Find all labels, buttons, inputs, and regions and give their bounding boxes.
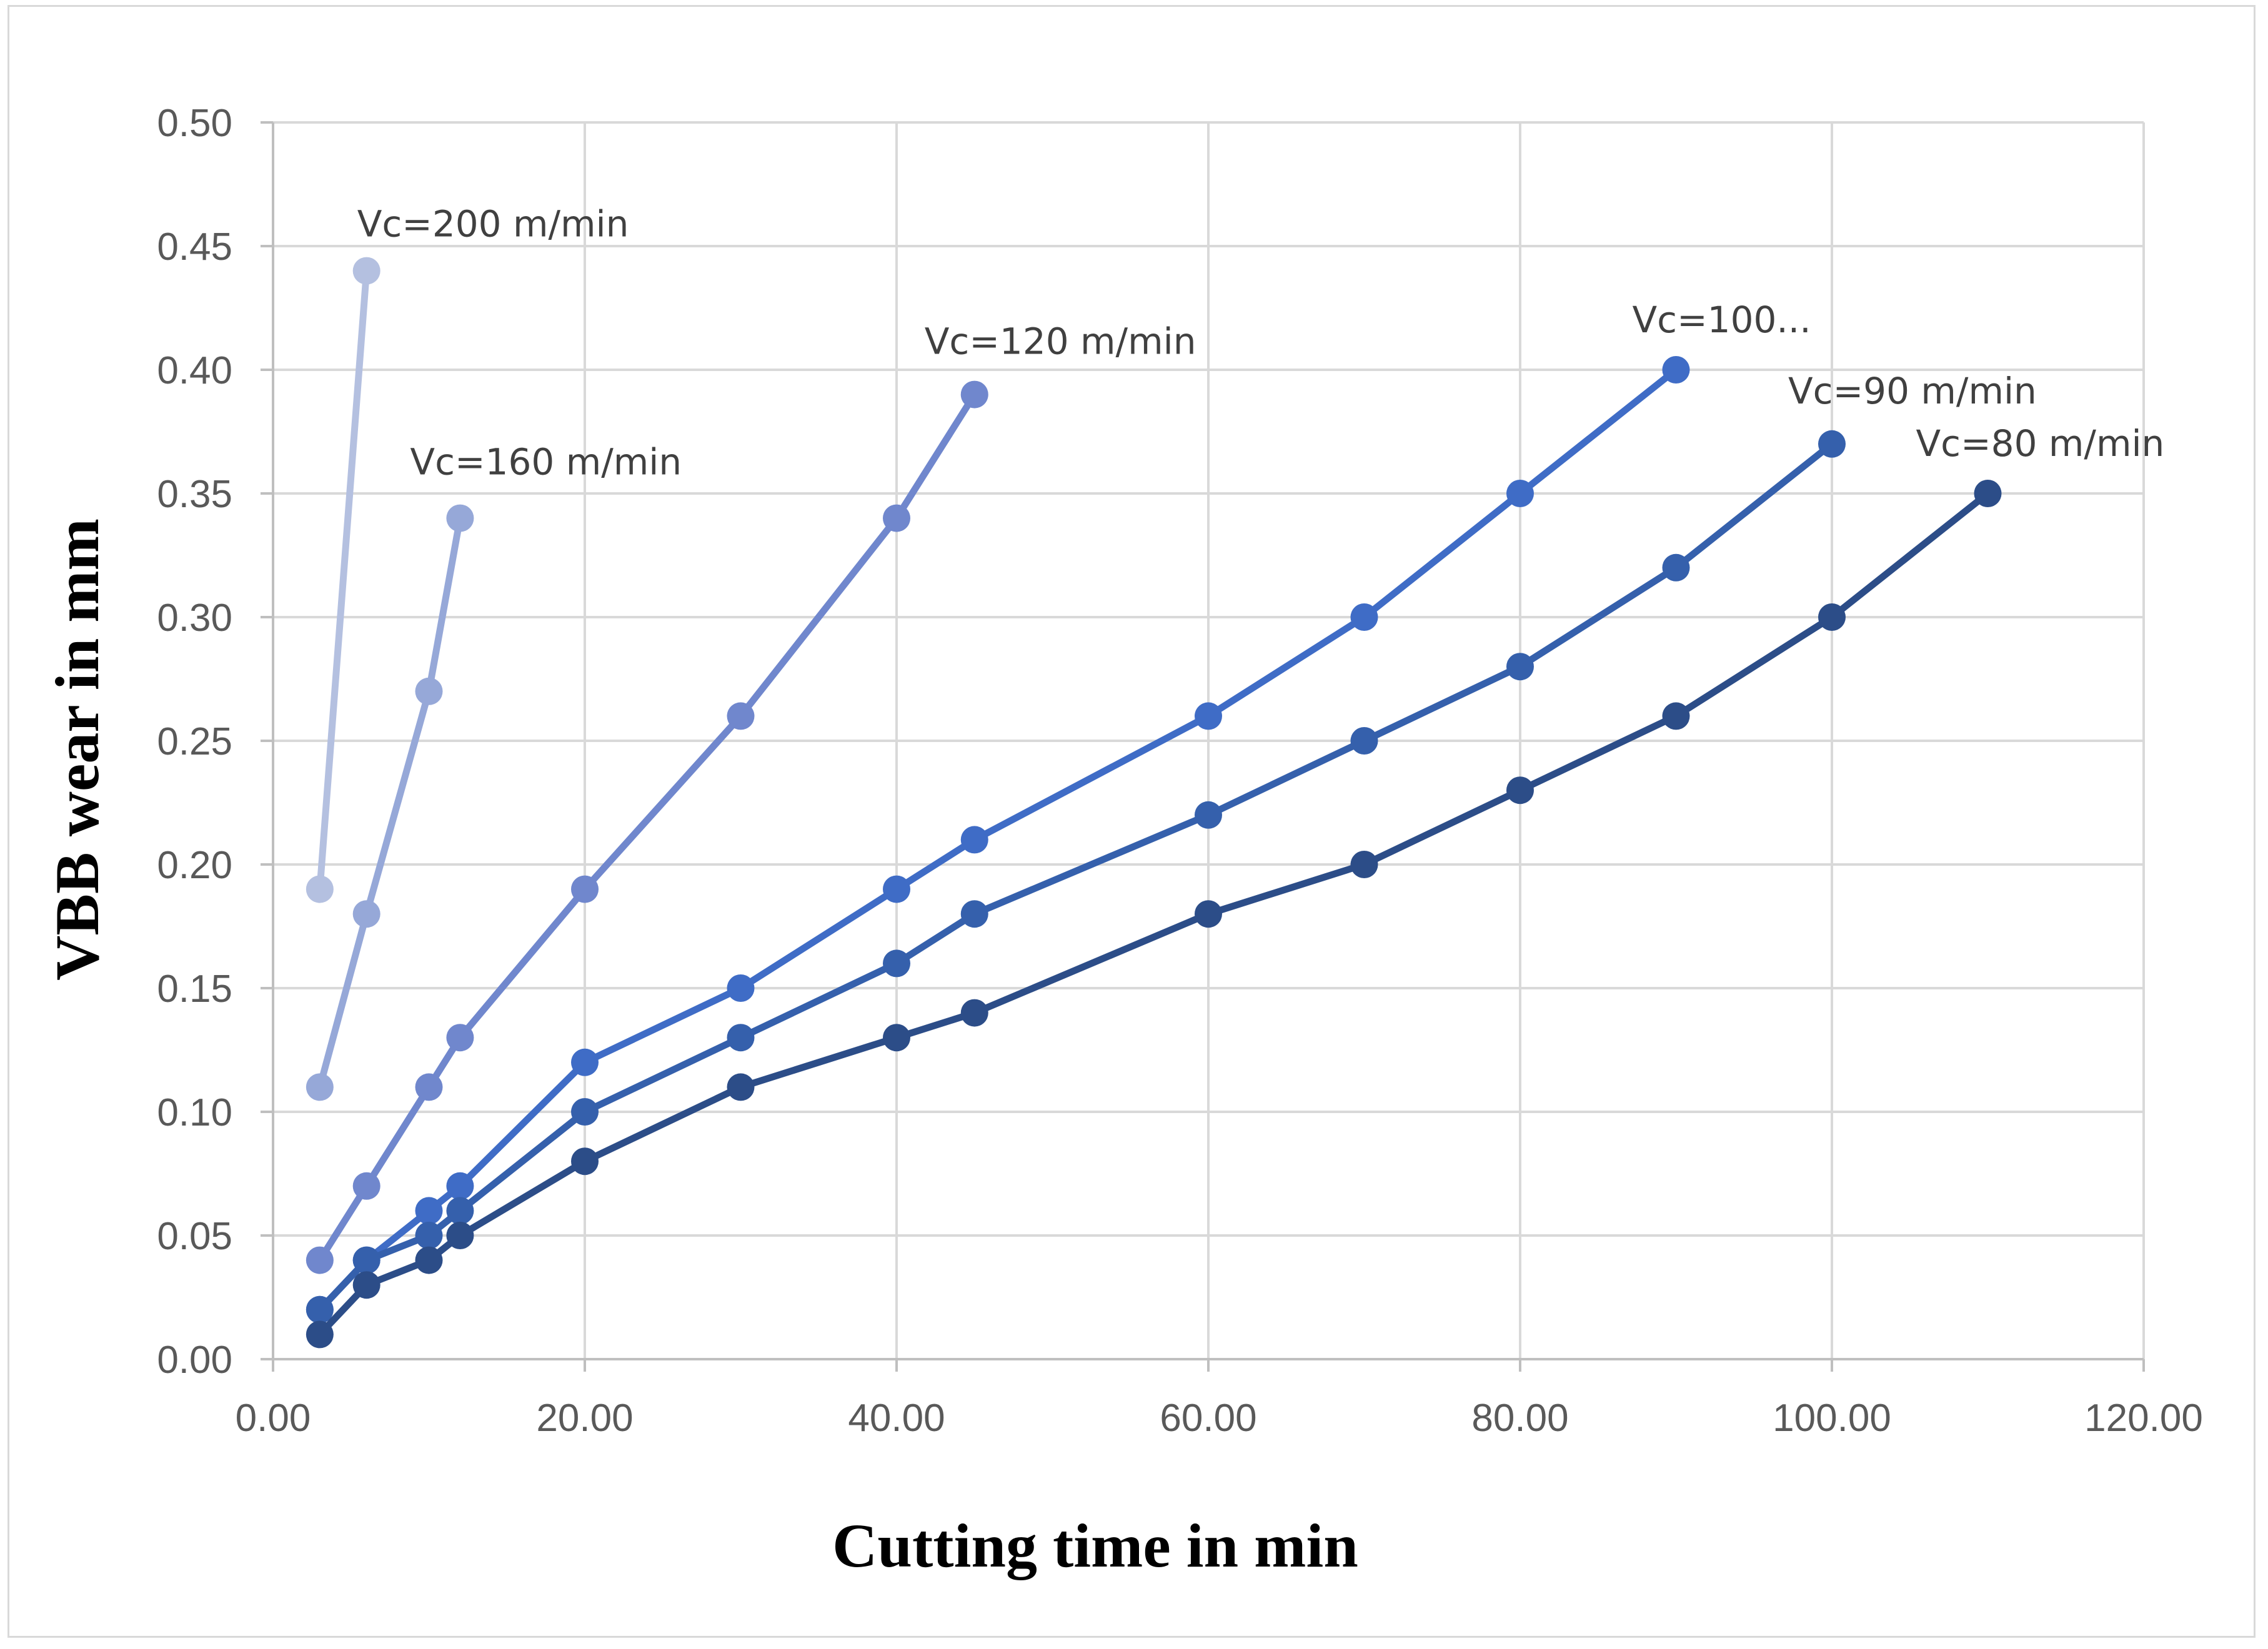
data-point xyxy=(1506,776,1534,805)
data-point xyxy=(446,1172,474,1200)
data-point xyxy=(1195,702,1222,730)
data-point xyxy=(352,1246,380,1274)
x-tick-label: 20.00 xyxy=(536,1397,633,1440)
data-point xyxy=(960,380,988,409)
data-point xyxy=(883,949,910,978)
data-point xyxy=(306,1320,334,1349)
data-point xyxy=(415,1246,443,1274)
data-point xyxy=(727,974,755,1002)
data-point xyxy=(352,900,380,928)
data-point xyxy=(1506,480,1534,507)
y-tick-label: 0.15 xyxy=(157,968,232,1011)
data-point xyxy=(960,900,988,928)
data-point xyxy=(306,1073,334,1101)
data-point xyxy=(415,677,443,705)
series-labels: Vc=200 m/min Vc=160 m/min Vc=120 m/min Vc=1… xyxy=(357,203,2165,483)
series-1 xyxy=(306,257,380,903)
series-3 xyxy=(306,380,988,1274)
series-line xyxy=(316,490,1991,1338)
data-point xyxy=(446,504,474,532)
gridlines xyxy=(273,121,2145,1359)
x-tick-label: 40.00 xyxy=(848,1397,945,1440)
y-tick-label: 0.40 xyxy=(157,349,232,392)
data-point xyxy=(1350,727,1378,755)
data-point xyxy=(446,1197,474,1225)
data-point xyxy=(1662,702,1690,730)
x-axis-title: Cutting time in min xyxy=(832,1511,1358,1580)
data-point xyxy=(883,504,910,532)
data-point xyxy=(1818,603,1846,631)
x-tick-label: 80.00 xyxy=(1471,1397,1568,1440)
series-label: Vc=90 m/min xyxy=(1788,370,2037,412)
series-label: Vc=200 m/min xyxy=(357,203,629,245)
data-point xyxy=(883,1024,910,1052)
y-tick-label: 0.00 xyxy=(157,1339,232,1382)
x-tick-label: 0.00 xyxy=(236,1397,311,1440)
data-point xyxy=(727,702,755,730)
data-point xyxy=(352,257,380,285)
y-tick-label: 0.25 xyxy=(157,720,232,763)
series-line xyxy=(316,440,1836,1314)
x-tick-label: 120.00 xyxy=(2084,1397,2203,1440)
y-tick-label: 0.05 xyxy=(157,1215,232,1258)
data-point xyxy=(571,1098,599,1126)
axes xyxy=(261,121,2145,1372)
tick-labels: 0.00 0.05 0.10 0.15 0.20 0.25 0.30 0.35 0.40 0.45… xyxy=(157,102,2202,1440)
series-label: Vc=80 m/min xyxy=(1916,422,2165,465)
data-point xyxy=(446,1024,474,1052)
y-tick-label: 0.50 xyxy=(157,102,232,145)
data-point xyxy=(415,1073,443,1101)
series-label: Vc=160 m/min xyxy=(410,441,682,483)
data-point xyxy=(1662,356,1690,384)
x-tick-label: 100.00 xyxy=(1773,1397,1891,1440)
data-point xyxy=(415,1197,443,1225)
data-point xyxy=(883,875,910,903)
y-tick-label: 0.20 xyxy=(157,844,232,887)
series-6 xyxy=(306,480,2002,1349)
series-line xyxy=(316,366,1679,1314)
data-point xyxy=(1818,430,1846,458)
y-tick-label: 0.30 xyxy=(157,597,232,640)
series-4 xyxy=(306,356,1690,1324)
y-axis-title: VBB wear in mm xyxy=(42,518,112,981)
series-label: Vc=100... xyxy=(1633,299,1811,341)
data-point xyxy=(306,1246,334,1274)
y-tick-label: 0.10 xyxy=(157,1091,232,1134)
data-point xyxy=(1350,603,1378,631)
data-point xyxy=(1974,480,2002,507)
chart-frame xyxy=(7,5,2256,1638)
series-2 xyxy=(306,504,474,1101)
data-point xyxy=(415,1222,443,1249)
data-point xyxy=(727,1024,755,1052)
data-point xyxy=(446,1222,474,1249)
x-tick-label: 60.00 xyxy=(1160,1397,1256,1440)
series-5 xyxy=(306,430,1846,1324)
data-point xyxy=(571,1048,599,1076)
y-tick-label: 0.35 xyxy=(157,473,232,516)
series-label: Vc=120 m/min xyxy=(925,320,1196,363)
series-group xyxy=(306,257,2002,1349)
data-point xyxy=(1350,851,1378,878)
y-tick-label: 0.45 xyxy=(157,225,232,269)
data-point xyxy=(960,826,988,854)
data-point xyxy=(352,1172,380,1200)
data-point xyxy=(306,1295,334,1324)
data-point xyxy=(1506,653,1534,681)
data-point xyxy=(571,1147,599,1176)
data-point xyxy=(1662,553,1690,582)
series-line xyxy=(316,391,978,1264)
data-point xyxy=(1195,900,1222,928)
series-line xyxy=(316,267,371,893)
data-point xyxy=(352,1271,380,1299)
series-line xyxy=(316,515,464,1091)
data-point xyxy=(306,875,334,903)
data-point xyxy=(571,875,599,903)
data-point xyxy=(960,999,988,1027)
data-point xyxy=(1195,801,1222,829)
data-point xyxy=(727,1073,755,1101)
